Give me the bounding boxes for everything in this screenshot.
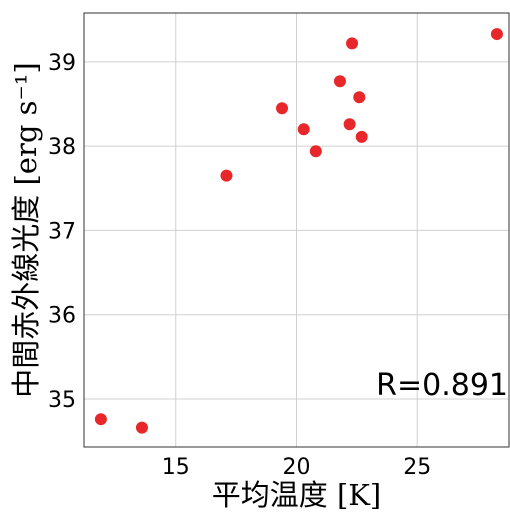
- correlation-annotation: R=0.891: [376, 368, 508, 403]
- data-point: [309, 145, 322, 158]
- y-tick-label: 35: [48, 388, 76, 413]
- x-tick-label: 15: [162, 455, 190, 480]
- data-point: [490, 28, 503, 41]
- plot-frame: [83, 12, 510, 448]
- grid: [84, 13, 509, 447]
- y-tick-label: 38: [48, 135, 76, 160]
- data-point: [220, 169, 233, 182]
- data-point: [276, 102, 289, 115]
- x-tick-label: 25: [403, 455, 431, 480]
- data-point: [355, 130, 368, 143]
- x-tick-label: 20: [283, 455, 311, 480]
- data-point: [343, 118, 356, 131]
- data-point: [353, 91, 366, 104]
- y-tick-label: 39: [48, 51, 76, 76]
- data-points: [94, 28, 503, 434]
- y-axis-label: 中間赤外線光度 [erg s⁻¹]: [9, 62, 43, 397]
- data-point: [346, 37, 359, 50]
- y-tick-label: 37: [48, 219, 76, 244]
- data-point: [297, 123, 310, 136]
- y-tick-label: 36: [48, 304, 76, 329]
- data-point: [94, 413, 107, 426]
- data-point: [135, 421, 148, 434]
- data-point: [333, 75, 346, 88]
- tick-labels: 15 20 25 35 36 37 38 39: [48, 51, 431, 480]
- x-axis-label: 平均温度 [K]: [212, 478, 382, 512]
